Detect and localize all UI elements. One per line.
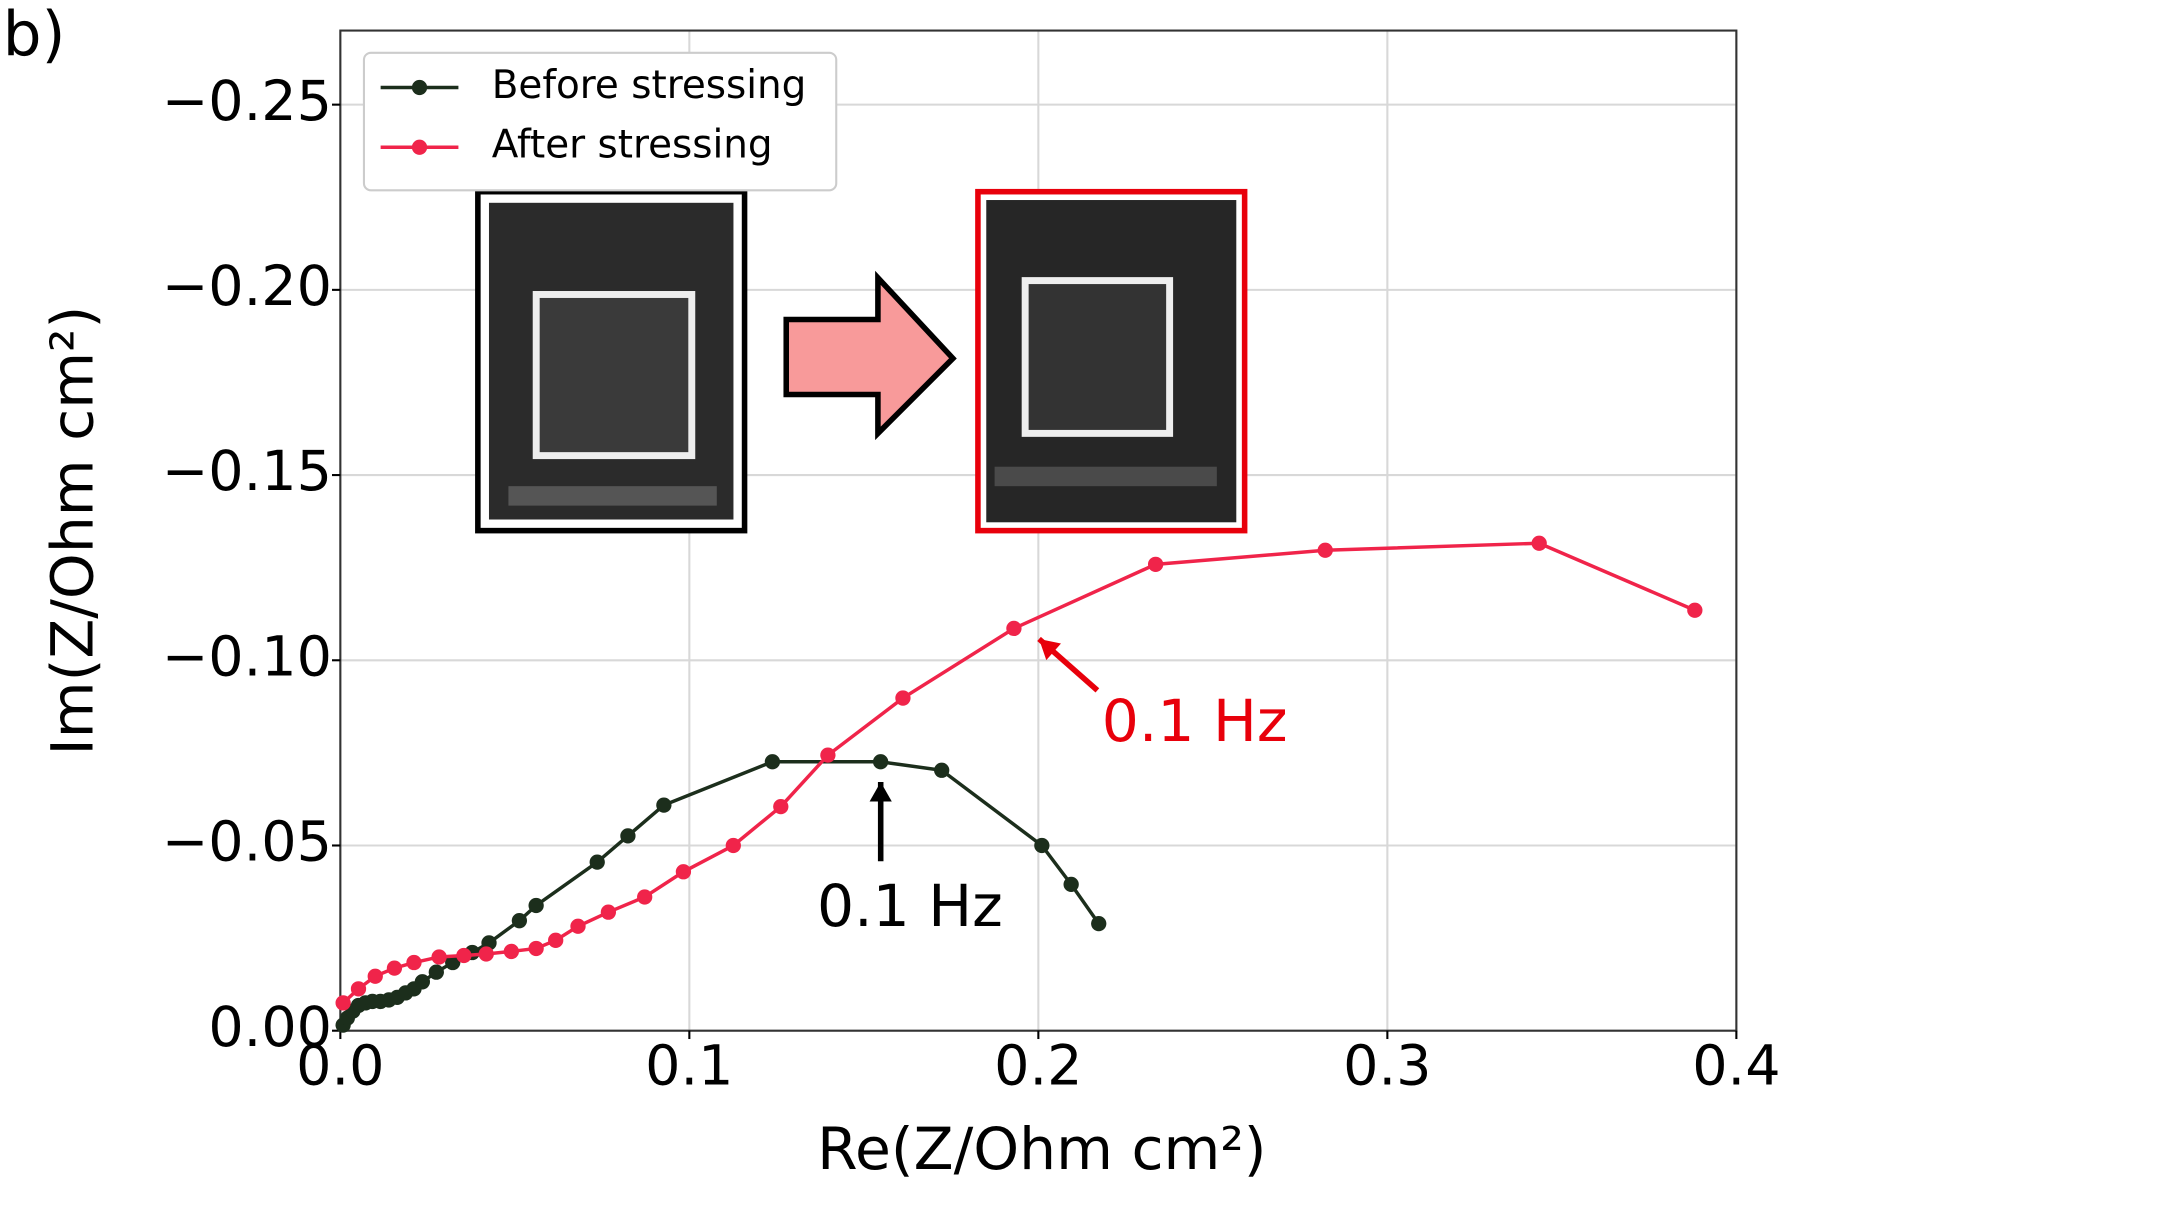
data-point [478,946,494,962]
data-point [773,798,789,815]
y-axis-label: Im(Z/Ohm cm²) [39,306,107,756]
panel-label: b) [3,0,66,71]
data-point [445,954,461,971]
data-point [386,960,403,976]
x-tick-label: 0.4 [1692,1034,1780,1099]
y-tick-label: −0.05 [162,810,332,875]
y-tick-label: 0.00 [208,995,332,1060]
series-line [341,541,1696,1005]
y-tick-label: −0.20 [162,254,332,319]
data-point [1147,556,1164,572]
x-tick-label: 0.1 [645,1034,733,1099]
annotation: 0.1 Hz [817,872,1003,940]
data-point [528,940,544,957]
data-point [1091,916,1107,932]
x-axis-label: Re(Z/Ohm cm²) [817,1115,1266,1183]
data-point [764,754,781,770]
data-point [934,762,950,778]
data-point [872,754,889,770]
annotation-arrowhead [869,782,892,802]
data-point [895,690,911,706]
data-point [414,974,430,990]
data-point [1531,535,1547,551]
transition-arrow [783,270,957,441]
data-point [406,954,422,971]
y-tick-label: −0.15 [162,439,332,504]
data-point [367,968,383,984]
data-point [350,981,367,997]
annotation-arrowhead [1039,638,1061,661]
y-tick-label: −0.10 [162,624,332,689]
legend-label: After stressing [492,123,773,168]
data-point [548,932,564,948]
data-point [656,797,672,813]
legend-marker [411,79,428,96]
data-point [589,854,605,870]
legend-label: Before stressing [492,63,807,108]
data-point [725,837,741,854]
data-point [428,964,444,980]
data-point [620,828,636,844]
inset-before [475,188,748,534]
data-point [570,918,586,934]
data-point [1687,602,1703,618]
data-point [820,747,836,763]
y-tick-label: −0.25 [162,69,332,134]
legend-marker [411,139,428,155]
x-tick-label: 0.2 [994,1034,1082,1099]
data-point [503,943,519,960]
data-point [511,913,528,929]
annotation: 0.1 Hz [1102,687,1288,755]
data-point [528,897,544,914]
legend: Before stressing After stressing [362,51,838,192]
x-tick-label: 0.3 [1343,1034,1431,1099]
x-tick-label: 0.0 [296,1034,384,1099]
data-point [335,995,351,1011]
data-point [600,904,617,920]
data-point [637,889,653,905]
data-point [1006,620,1022,637]
data-point [456,947,472,964]
data-point [431,949,447,965]
data-point [1034,837,1050,854]
data-point [675,864,692,880]
inset-after [975,188,1248,534]
legend-box [362,51,838,192]
data-point [1317,542,1333,558]
data-point [1063,876,1079,893]
